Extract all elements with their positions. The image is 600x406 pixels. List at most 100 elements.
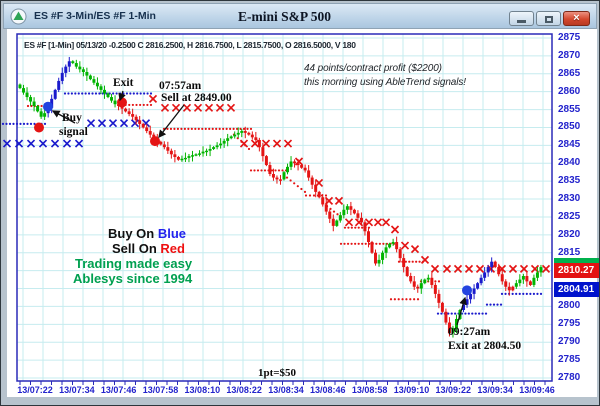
candle-body — [190, 155, 194, 157]
y-axis-label: 2815 — [558, 246, 581, 258]
stop-dot — [136, 92, 139, 95]
candle-body — [102, 89, 106, 94]
buy-signal-dot — [43, 101, 53, 112]
stop-dot — [242, 127, 246, 131]
minimize-button[interactable] — [509, 11, 534, 26]
x-axis-label: 13/09:22 — [435, 385, 472, 395]
candle-body — [349, 206, 353, 210]
x-axis-label: 13/08:34 — [268, 385, 304, 395]
stop-dot — [499, 303, 503, 306]
close-button[interactable]: × — [563, 11, 590, 26]
candle-body — [500, 274, 504, 282]
candle-body — [271, 174, 275, 178]
stop-dot — [131, 103, 134, 107]
candle-body — [32, 101, 36, 107]
stop-dot — [5, 122, 8, 125]
trend-x-mark — [119, 119, 129, 128]
candle-body — [67, 61, 71, 67]
current-price-label: 2810.27 — [554, 262, 599, 278]
candle-body — [219, 143, 223, 146]
stop-dot — [180, 127, 183, 131]
y-axis-label: 2860 — [558, 85, 581, 97]
candle-body — [222, 140, 226, 144]
maximize-icon — [545, 16, 553, 23]
trend-x-mark — [344, 218, 354, 227]
stop-dot — [190, 127, 193, 131]
window-titlebar[interactable]: ES #F 3-Min/ES #F 1-Min E-mini S&P 500 × — [3, 3, 597, 29]
callout-exit2-time: 09:27am — [448, 326, 491, 338]
stop-dot — [118, 92, 122, 95]
trend-x-mark — [97, 119, 107, 128]
trend-x-mark — [261, 139, 271, 148]
stop-dot — [354, 242, 357, 245]
stop-dot — [324, 194, 328, 197]
stop-dot — [304, 194, 308, 197]
stop-dot — [143, 92, 146, 95]
stop-dot — [246, 127, 249, 131]
x-axis-label: 13/07:34 — [59, 385, 95, 395]
note-profit-line2: this morning using AbleTrend signals! — [304, 77, 466, 88]
stop-dot — [343, 226, 347, 229]
y-axis-label: 2855 — [558, 103, 581, 115]
stop-dot — [308, 194, 312, 197]
legend-tagline1: Trading made easy — [75, 256, 193, 271]
stop-dot — [253, 169, 256, 172]
stop-dot — [539, 292, 543, 295]
current-price-label: 2804.91 — [554, 281, 599, 297]
candle-body — [85, 72, 89, 76]
candle-body — [462, 304, 466, 311]
trend-x-mark — [130, 119, 140, 128]
candle-body — [233, 134, 237, 137]
candle-body — [521, 276, 525, 280]
candle-body — [310, 177, 314, 185]
note-profit-line1: 44 points/contract profit ($2200) — [304, 63, 442, 74]
y-axis-label: 2840 — [558, 157, 581, 169]
trend-x-mark — [464, 264, 474, 273]
stop-dot — [478, 312, 481, 315]
stop-dot — [504, 292, 507, 295]
candle-body — [71, 61, 75, 64]
trend-x-mark — [108, 119, 118, 128]
candle-body — [134, 116, 138, 121]
stop-dot — [176, 127, 180, 131]
candle-body — [229, 136, 233, 139]
trend-x-mark — [74, 139, 84, 148]
candle-body — [166, 147, 170, 151]
stop-dot — [201, 127, 204, 131]
stop-dot — [129, 92, 132, 95]
stop-dot — [312, 194, 316, 197]
x-axis-label: 13/08:46 — [310, 385, 346, 395]
buy-signal-dot — [462, 285, 472, 296]
candle-body — [321, 197, 325, 205]
candle-body — [528, 281, 532, 285]
stop-dot — [518, 292, 521, 295]
candle-body — [278, 179, 282, 181]
candle-body — [25, 92, 29, 98]
candle-body — [525, 276, 529, 282]
stop-dot — [464, 312, 467, 315]
candle-body — [138, 120, 142, 124]
stop-dot — [532, 292, 536, 295]
stop-dot — [12, 122, 15, 125]
candle-body — [430, 277, 434, 285]
stop-dot — [256, 169, 260, 172]
legend-sell-on-red: Sell On Red — [112, 241, 185, 256]
stop-dot — [187, 127, 190, 131]
candle-body — [95, 82, 99, 87]
candle-body — [359, 217, 363, 223]
candle-body — [342, 209, 346, 216]
plot-border — [16, 33, 553, 382]
legend-tagline2: Ablesys since 1994 — [73, 271, 193, 286]
stop-dot — [125, 92, 129, 95]
chart-title: E-mini S&P 500 — [238, 9, 332, 24]
y-axis-label: 2820 — [558, 228, 581, 240]
y-axis-label: 2800 — [558, 300, 581, 312]
callout-buy2: signal — [59, 126, 88, 138]
candle-body — [141, 123, 145, 128]
x-axis-label: 13/09:46 — [519, 385, 555, 395]
stop-dot — [350, 226, 353, 229]
candle-body — [194, 154, 198, 156]
maximize-button[interactable] — [536, 11, 561, 26]
stop-dot — [247, 147, 251, 151]
